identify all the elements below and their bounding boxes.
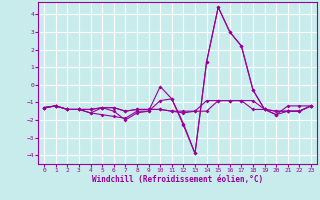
X-axis label: Windchill (Refroidissement éolien,°C): Windchill (Refroidissement éolien,°C) [92,175,263,184]
